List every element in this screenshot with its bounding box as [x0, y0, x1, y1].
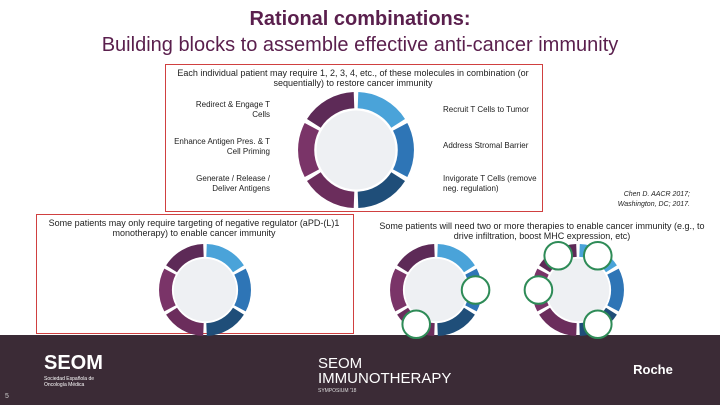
combo-marker — [523, 275, 554, 305]
label: Redirect & Engage T Cells — [195, 100, 270, 119]
ring-center — [173, 258, 237, 322]
roche-logo: Roche — [633, 362, 673, 377]
ring-segment — [397, 244, 435, 273]
combo-marker — [460, 275, 491, 305]
ring-segment — [393, 123, 414, 177]
ring-segment — [307, 92, 355, 128]
ring-segment — [298, 123, 319, 177]
label: Invigorate T Cells (remove neg. regulati… — [443, 174, 537, 193]
label: Recruit T Cells to Tumor — [443, 105, 529, 114]
event-name: SEOM IMMUNOTHERAPY — [318, 355, 452, 387]
combo-marker — [401, 309, 432, 340]
combo-marker — [543, 240, 574, 271]
ring-segment — [357, 172, 405, 208]
footer-band — [0, 335, 720, 405]
event-sub: SYMPOSIUM '18 — [318, 388, 357, 394]
logo-sub: Sociedad Española de Oncología Médica — [44, 376, 95, 388]
ring-segment — [206, 307, 244, 336]
ring-center — [316, 110, 396, 190]
ring-segment — [437, 244, 475, 273]
ring-segment — [234, 268, 251, 312]
label: Enhance Antigen Pres. & T Cell Priming — [174, 137, 270, 156]
ring-segment — [307, 172, 355, 208]
ring-center — [546, 258, 610, 322]
ring-segment — [539, 307, 577, 336]
ring-segment — [390, 268, 407, 312]
combo-marker — [582, 240, 613, 271]
ring-segment — [607, 268, 624, 312]
intro: Each individual patient may require 1, 2… — [177, 68, 529, 88]
frame — [370, 214, 712, 334]
label: Address Stromal Barrier — [443, 141, 529, 150]
ring-segment — [437, 307, 475, 336]
title: Rational combinations: — [249, 8, 471, 30]
ring-segment — [357, 92, 405, 128]
combo-marker — [582, 309, 613, 340]
panel-text: Some patients will need two or more ther… — [379, 221, 705, 241]
ring-segment — [206, 244, 244, 273]
label: Generate / Release / Deliver Antigens — [196, 174, 270, 193]
frame — [165, 64, 543, 212]
logo-text: SEOM — [44, 352, 103, 374]
ring-center — [404, 258, 468, 322]
ring-segment — [159, 268, 176, 312]
panel-text: Some patients may only require targeting… — [48, 218, 340, 238]
citation: Chen D. AACR 2017; Washington, DC; 2017. — [617, 191, 690, 208]
page-number: 5 — [5, 393, 9, 400]
title: Building blocks to assemble effective an… — [101, 34, 619, 56]
ring-segment — [166, 244, 204, 273]
ring-segment — [166, 307, 204, 336]
